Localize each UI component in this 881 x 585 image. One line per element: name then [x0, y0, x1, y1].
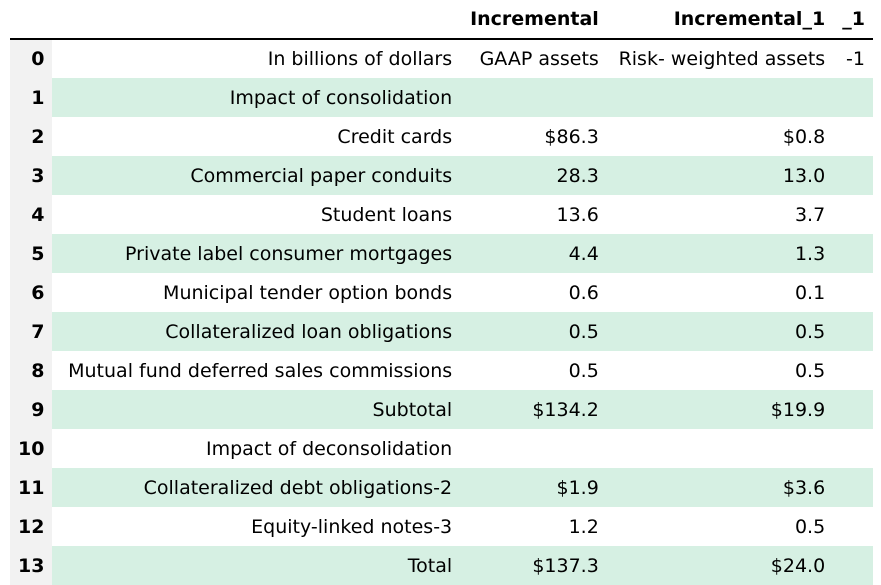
cell-risk-weighted-assets: 13.0 [606, 156, 834, 195]
cell-gaap-assets: 0.6 [568, 281, 599, 304]
cell-gaap-assets: $86.3 [544, 125, 599, 148]
cell-extra [833, 312, 873, 351]
cell-risk-weighted-assets: 0.1 [794, 281, 826, 304]
row-index: 12 [10, 507, 53, 546]
table-row: 0 In billions of dollars GAAP assets Risk- … [10, 39, 873, 78]
cell-risk-weighted-assets: $3.6 [606, 468, 834, 507]
cell-risk-weighted-assets [606, 78, 834, 117]
table-row: 9 Subtotal $134.2 $19.9 [10, 390, 873, 429]
cell-risk-weighted-assets: $19.9 [606, 390, 834, 429]
row-index: 2 [10, 117, 53, 156]
table-row: 12 Equity-linked notes-3 1.2 0.5 [10, 507, 873, 546]
cell-gaap-assets: 13.6 [556, 203, 599, 226]
cell-gaap-assets: 0.5 [460, 312, 607, 351]
cell-extra [833, 273, 873, 312]
row-label: Credit cards [337, 125, 453, 148]
row-label: Equity-linked notes-3 [251, 515, 453, 538]
cell-risk-weighted-assets: $24.0 [606, 546, 834, 585]
table-row: 1 Impact of consolidation [10, 78, 873, 117]
data-table: Incremental Incremental_1 _1 0 In billion… [10, 0, 873, 585]
cell-risk-weighted-assets [607, 429, 833, 468]
cell-gaap-assets: 1.2 [568, 515, 599, 538]
row-index: 7 [10, 312, 53, 351]
cell-extra [833, 117, 873, 156]
row-index: 6 [10, 273, 53, 312]
cell-gaap-assets: 4.4 [460, 234, 607, 273]
cell-extra [833, 351, 873, 390]
row-label: Total [52, 546, 461, 585]
row-index: 3 [10, 156, 53, 195]
cell-extra [833, 546, 873, 585]
cell-extra [833, 390, 873, 429]
cell-gaap-assets: $134.2 [460, 390, 607, 429]
cell-extra [833, 507, 873, 546]
cell-extra [833, 156, 873, 195]
header-row: Incremental Incremental_1 _1 [10, 0, 873, 40]
row-label: Subtotal [52, 390, 461, 429]
header-1: _1 [833, 0, 873, 40]
header-incremental-1: Incremental_1 [606, 0, 834, 40]
row-label: Student loans [320, 203, 453, 226]
table-row: 6 Municipal tender option bonds 0.6 0.1 [10, 273, 873, 312]
row-index: 1 [10, 78, 53, 117]
row-index: 9 [10, 390, 53, 429]
cell-risk-weighted-assets: 3.7 [794, 203, 826, 226]
row-index: 10 [10, 429, 53, 468]
cell-gaap-assets: $1.9 [460, 468, 607, 507]
row-label: Mutual fund deferred sales commissions [68, 359, 453, 382]
table-row: 10 Impact of deconsolidation [10, 429, 873, 468]
header-label [52, 0, 461, 40]
row-label: Municipal tender option bonds [163, 281, 453, 304]
cell-gaap-assets: $137.3 [460, 546, 607, 585]
cell-extra: -1 [846, 48, 865, 70]
row-index: 4 [10, 195, 53, 234]
cell-extra [833, 195, 873, 234]
cell-gaap-assets: GAAP assets [479, 48, 599, 70]
cell-risk-weighted-assets: 0.5 [794, 359, 826, 382]
row-label: Impact of consolidation [52, 78, 461, 117]
cell-risk-weighted-assets: Risk- weighted assets [618, 48, 826, 70]
row-label: Commercial paper conduits [52, 156, 461, 195]
table-row: 3 Commercial paper conduits 28.3 13.0 [10, 156, 873, 195]
cell-extra [833, 234, 873, 273]
header-incremental: Incremental [460, 0, 607, 40]
table-row: 11 Collateralized debt obligations-2 $1.9 $… [10, 468, 873, 507]
row-index: 13 [10, 546, 53, 585]
table-row: 8 Mutual fund deferred sales commissions 0… [10, 351, 873, 390]
cell-gaap-assets [460, 429, 607, 468]
table-row: 5 Private label consumer mortgages 4.4 1.3 [10, 234, 873, 273]
row-label: Private label consumer mortgages [52, 234, 461, 273]
table-row: 13 Total $137.3 $24.0 [10, 546, 873, 585]
cell-risk-weighted-assets: $0.8 [782, 125, 826, 148]
cell-gaap-assets [460, 78, 607, 117]
cell-gaap-assets: 28.3 [460, 156, 607, 195]
row-label: Collateralized debt obligations-2 [52, 468, 461, 507]
cell-risk-weighted-assets: 0.5 [794, 515, 826, 538]
row-index: 0 [10, 39, 53, 78]
table-row: 2 Credit cards $86.3 $0.8 [10, 117, 873, 156]
header-index [10, 0, 53, 40]
table-row: 4 Student loans 13.6 3.7 [10, 195, 873, 234]
cell-extra [833, 468, 873, 507]
row-label: In billions of dollars [267, 48, 453, 70]
row-index: 11 [10, 468, 53, 507]
cell-risk-weighted-assets: 1.3 [606, 234, 834, 273]
cell-gaap-assets: 0.5 [568, 359, 599, 382]
cell-extra [833, 429, 873, 468]
row-label: Impact of deconsolidation [205, 437, 453, 460]
cell-extra [833, 78, 873, 117]
row-index: 5 [10, 234, 53, 273]
row-index: 8 [10, 351, 53, 390]
cell-risk-weighted-assets: 0.5 [606, 312, 834, 351]
row-label: Collateralized loan obligations [52, 312, 461, 351]
table-row: 7 Collateralized loan obligations 0.5 0.5 [10, 312, 873, 351]
